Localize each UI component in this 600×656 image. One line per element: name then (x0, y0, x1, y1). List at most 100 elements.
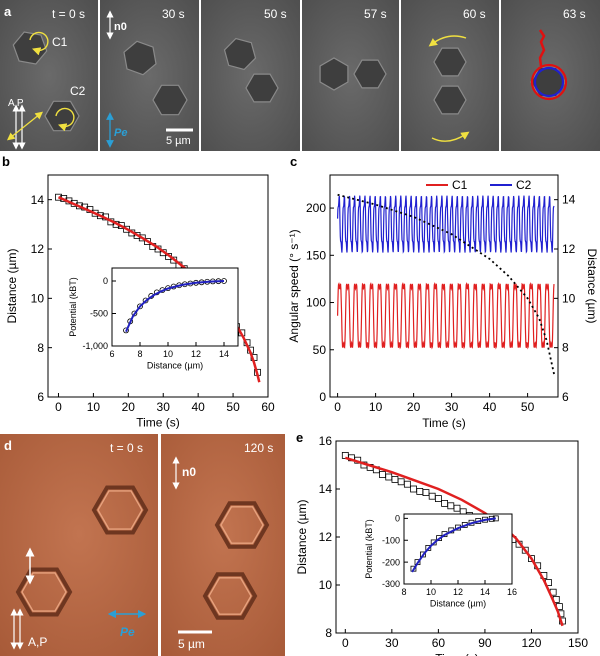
plot-background (112, 268, 238, 346)
y-tick-label: 12 (319, 530, 333, 544)
data-point (403, 480, 411, 488)
d-crystal-3 (214, 501, 270, 549)
data-point (142, 297, 149, 304)
x-tick-label: 10 (426, 587, 436, 597)
x-tick-label: 12 (453, 587, 463, 597)
frame-a2 (100, 0, 199, 151)
frame-d2-time: 120 s (244, 441, 273, 455)
frame-a1 (0, 0, 98, 151)
fit-line (125, 280, 225, 333)
y-axis-title: Angular speed (° s⁻¹) (287, 229, 301, 342)
y-tick-label: 200 (306, 201, 326, 215)
particle-c1-label: C1 (52, 35, 68, 49)
crystal-9 (433, 47, 467, 77)
d-polarizer-label: A,P (28, 635, 47, 649)
data-point (410, 485, 417, 493)
crystal-2 (44, 100, 80, 132)
y-right-axis-title: Distance (µm) (585, 249, 599, 324)
y-tick-label: 10 (31, 292, 45, 306)
y-axis-title: Distance (µm) (295, 500, 309, 575)
d-crystal-1 (91, 485, 149, 535)
y-tick-label: 100 (306, 296, 326, 310)
x-tick-label: 60 (432, 636, 446, 650)
legend-label-c2: C2 (516, 178, 532, 192)
y-tick-label: 50 (313, 343, 327, 357)
panel-d: d t = 0 s 120 s A,P Pe n0 5 µm (0, 434, 285, 656)
x-tick-label: 16 (507, 587, 517, 597)
data-point (447, 502, 455, 510)
data-point (385, 473, 393, 481)
data-point (123, 327, 129, 334)
data-point (453, 504, 461, 512)
crystal-1 (12, 31, 48, 65)
x-tick-label: 30 (445, 400, 459, 414)
d-crystal-rim-1 (97, 490, 143, 530)
x-tick-label: 0 (55, 400, 62, 414)
trajectory-c2 (533, 66, 565, 98)
x-tick-label: 14 (480, 587, 490, 597)
x-tick-label: 20 (407, 400, 421, 414)
frame-d2 (161, 434, 285, 656)
chart-c: 0 10 20 30 40 50 0 50 100 150 200 6 8 10 12 14 Time (s) A… (287, 174, 599, 430)
frame-a6-time: 63 s (563, 7, 586, 21)
frame-a3 (201, 0, 300, 151)
data-point (428, 492, 436, 500)
x-axis-title: Distance (µm) (147, 361, 203, 371)
d-crystal-rim-4 (208, 577, 252, 615)
x-tick-label: 10 (87, 400, 101, 414)
panel-e-label: e (296, 430, 303, 445)
data-point (434, 495, 442, 503)
y-tick-label: -500 (90, 309, 108, 319)
x-tick-label: 8 (137, 349, 142, 359)
crystal-4 (152, 84, 188, 116)
polarizer-label: A P (8, 98, 24, 109)
particle-c2-label: C2 (70, 84, 86, 98)
data-point (397, 478, 405, 486)
data-point (379, 471, 386, 479)
y-tick-label: 150 (306, 248, 326, 262)
x-tick-label: 12 (191, 349, 201, 359)
data-point (521, 546, 529, 554)
x-tick-label: 90 (478, 636, 492, 650)
rotation-arrow-c2-icon (55, 107, 75, 132)
crystal-6 (245, 73, 279, 103)
panel-a-label: a (4, 4, 12, 19)
x-tick-label: 60 (261, 400, 275, 414)
d-crystal-2 (15, 567, 73, 617)
fit-line (411, 517, 496, 573)
crystal-10 (433, 85, 467, 115)
rotation-arrow-top-icon (428, 35, 467, 47)
y-axis-title: Distance (µm) (5, 249, 19, 324)
x-tick-label: 50 (226, 400, 240, 414)
plot-frame (47, 174, 269, 398)
d-crystal-rim-3 (220, 506, 264, 544)
panel-d-label: d (4, 438, 12, 453)
polarization-label: Pe (114, 127, 127, 139)
y-tick-label: -1,000 (82, 341, 108, 351)
x-tick-label: 30 (385, 636, 399, 650)
frame-d1 (0, 434, 158, 656)
y-axis-title: Potential (kBT) (68, 277, 78, 337)
y-tick-label: 12 (31, 242, 45, 256)
polarizer-arrows-icon (6, 104, 44, 150)
x-tick-label: 120 (521, 636, 541, 650)
d-polarizer-arrows-icon (10, 608, 24, 650)
series-c1 (337, 281, 555, 350)
crystal-8 (353, 59, 387, 89)
y-right-tick-label: 6 (562, 390, 569, 404)
x-tick-label: 8 (401, 587, 406, 597)
x-tick-label: 0 (342, 636, 349, 650)
y-tick-label: -100 (382, 535, 400, 545)
chart-e-inset: 8 10 12 14 16 -300 -200 -100 0 Distance (µm) Poten… (364, 513, 517, 609)
data-point (416, 487, 424, 495)
x-tick-label: 0 (334, 400, 341, 414)
x-tick-label: 150 (568, 636, 588, 650)
y-right-tick-label: 10 (562, 291, 576, 305)
y-tick-label: 0 (395, 514, 400, 524)
plot-background (404, 514, 512, 584)
y-tick-label: 0 (319, 390, 326, 404)
data-point (138, 234, 146, 242)
data-point (391, 475, 399, 483)
x-tick-label: 6 (109, 349, 114, 359)
panel-b-label: b (2, 154, 10, 169)
